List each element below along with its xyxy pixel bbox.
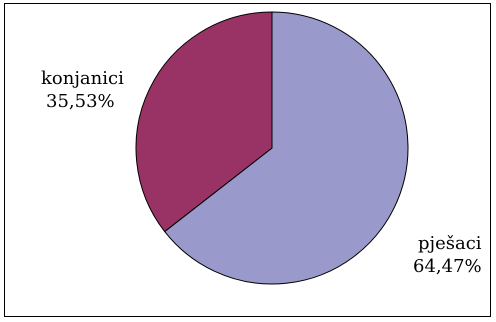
pie-slice-konjanici: [135, 11, 273, 233]
slice-label-pjesaci: pješaci: [418, 233, 482, 254]
slice-label-konjanici: konjanici: [41, 68, 124, 89]
slice-value-konjanici: 35,53%: [46, 91, 115, 112]
slice-value-pjesaci: 64,47%: [413, 256, 482, 277]
pie-slice-pjesaci: [163, 11, 409, 285]
